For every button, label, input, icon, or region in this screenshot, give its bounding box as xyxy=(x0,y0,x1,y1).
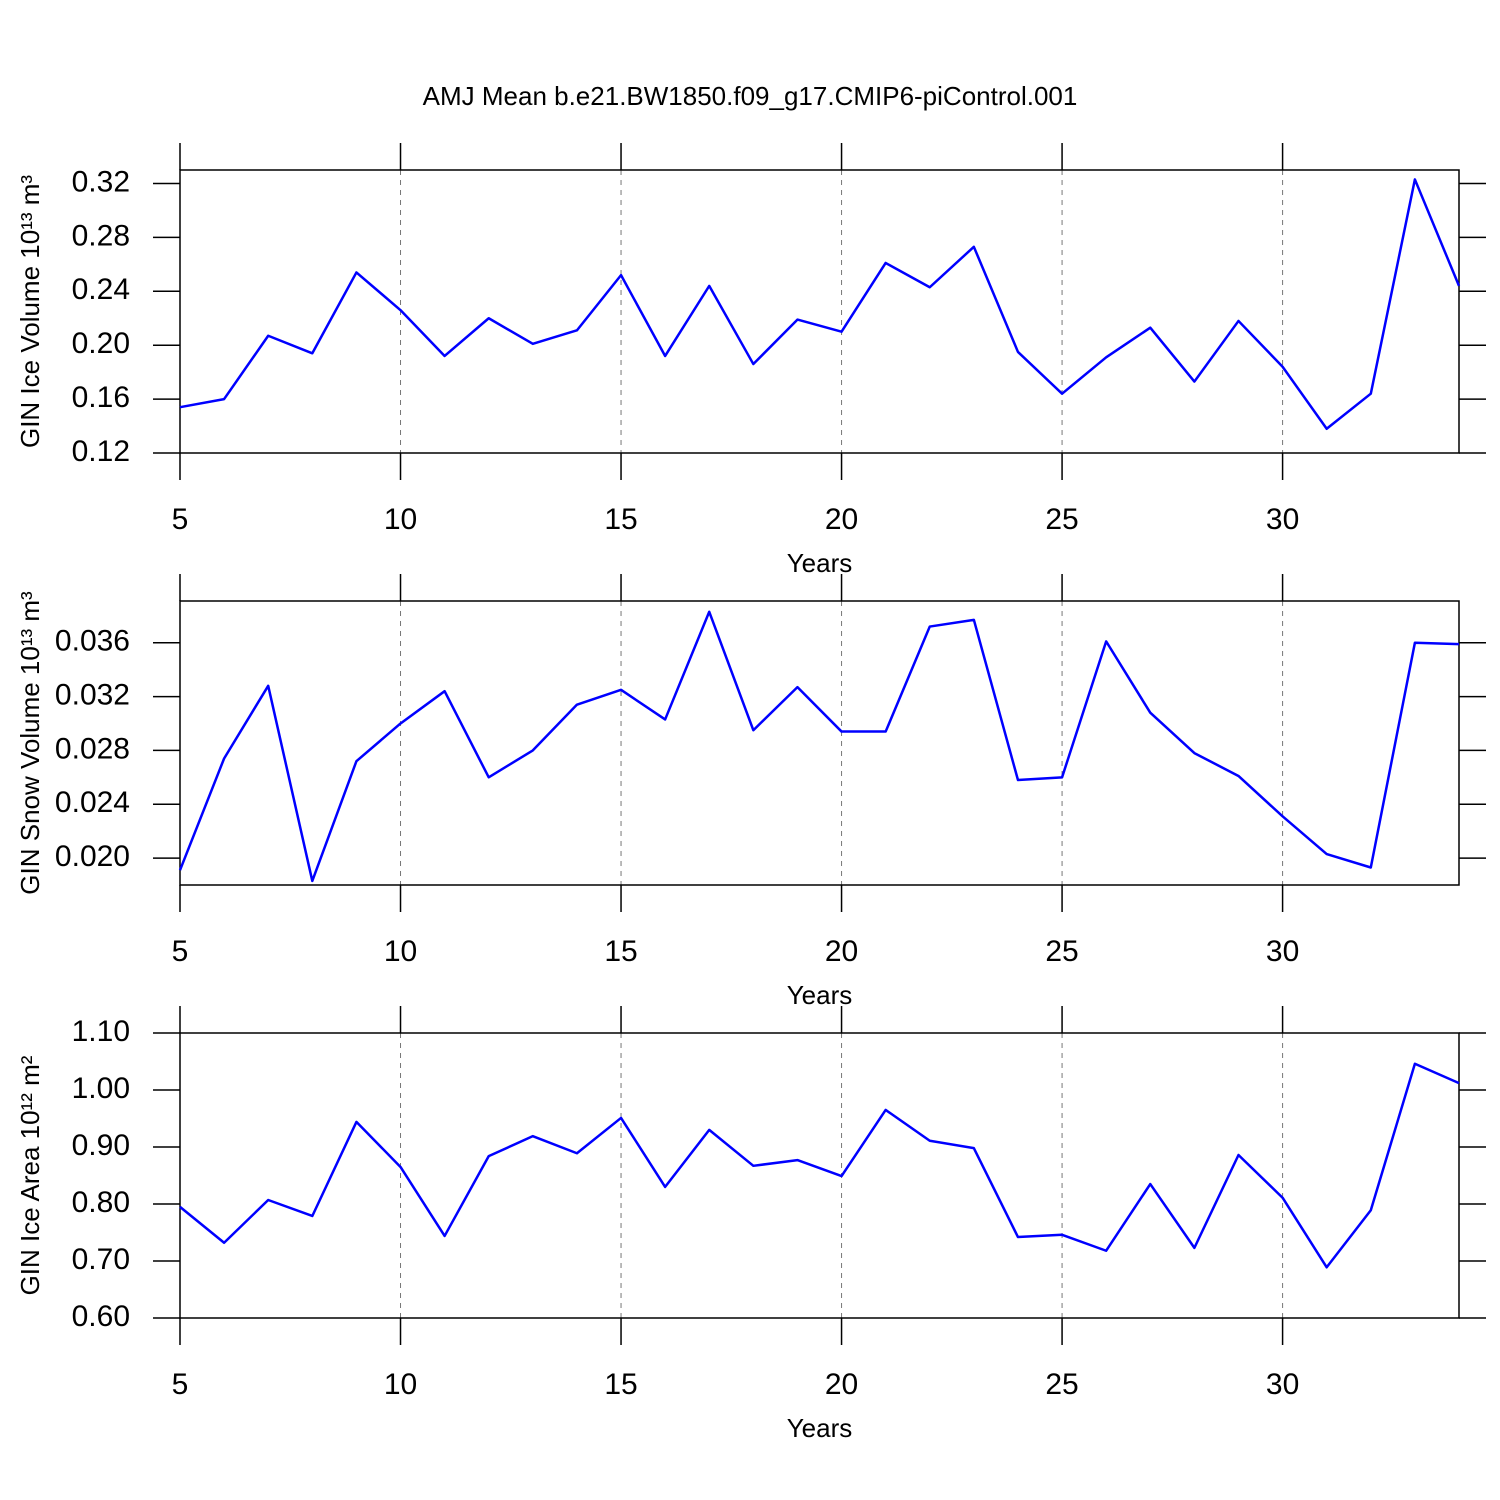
chart-title: AMJ Mean b.e21.BW1850.f09_g17.CMIP6-piCo… xyxy=(423,81,1078,111)
y-tick-label: 0.24 xyxy=(72,273,130,306)
y-axis-label: GIN Ice Volume 10¹³ m³ xyxy=(15,175,45,448)
x-tick-label: 20 xyxy=(825,503,858,536)
data-line xyxy=(179,1062,1460,1269)
y-tick-label: 0.16 xyxy=(72,381,130,414)
x-tick-label: 20 xyxy=(825,935,858,968)
data-line xyxy=(179,178,1461,430)
y-tick-label: 0.028 xyxy=(55,732,130,765)
y-tick-label: 0.32 xyxy=(72,165,130,198)
plot-frame xyxy=(179,169,1460,454)
y-tick-label: 1.00 xyxy=(72,1072,130,1105)
plot-frame xyxy=(179,1032,1460,1319)
y-axis-label: GIN Snow Volume 10¹³ m³ xyxy=(15,591,45,895)
y-tick-label: 0.28 xyxy=(72,219,130,252)
y-tick-label: 0.036 xyxy=(55,625,130,658)
y-tick-label: 0.020 xyxy=(55,840,130,873)
x-tick-label: 25 xyxy=(1045,503,1078,536)
x-tick-label: 30 xyxy=(1266,935,1299,968)
y-tick-label: 0.80 xyxy=(72,1186,130,1219)
y-axis-label: GIN Ice Area 10¹² m² xyxy=(15,1055,45,1295)
y-tick-label: 0.20 xyxy=(72,327,130,360)
x-tick-label: 5 xyxy=(172,1368,189,1401)
x-tick-label: 15 xyxy=(604,503,637,536)
x-axis-label: Years xyxy=(787,1413,853,1443)
x-tick-label: 5 xyxy=(172,503,189,536)
x-tick-label: 15 xyxy=(604,1368,637,1401)
x-tick-label: 10 xyxy=(384,503,417,536)
x-tick-label: 25 xyxy=(1045,935,1078,968)
x-tick-label: 10 xyxy=(384,1368,417,1401)
x-tick-label: 15 xyxy=(604,935,637,968)
x-axis-label: Years xyxy=(787,548,853,578)
x-tick-label: 5 xyxy=(172,935,189,968)
x-tick-label: 30 xyxy=(1266,503,1299,536)
y-tick-label: 0.12 xyxy=(72,435,130,468)
y-tick-label: 0.024 xyxy=(55,786,130,819)
x-tick-label: 20 xyxy=(825,1368,858,1401)
y-tick-label: 0.90 xyxy=(72,1129,130,1162)
y-tick-label: 0.60 xyxy=(72,1300,130,1333)
data-line xyxy=(178,610,1460,883)
y-tick-label: 0.032 xyxy=(55,678,130,711)
x-tick-label: 30 xyxy=(1266,1368,1299,1401)
plot-frame xyxy=(179,600,1460,886)
y-tick-label: 1.10 xyxy=(72,1015,130,1048)
x-tick-label: 10 xyxy=(384,935,417,968)
y-tick-label: 0.70 xyxy=(72,1243,130,1276)
x-axis-label: Years xyxy=(787,980,853,1010)
x-tick-label: 25 xyxy=(1045,1368,1078,1401)
